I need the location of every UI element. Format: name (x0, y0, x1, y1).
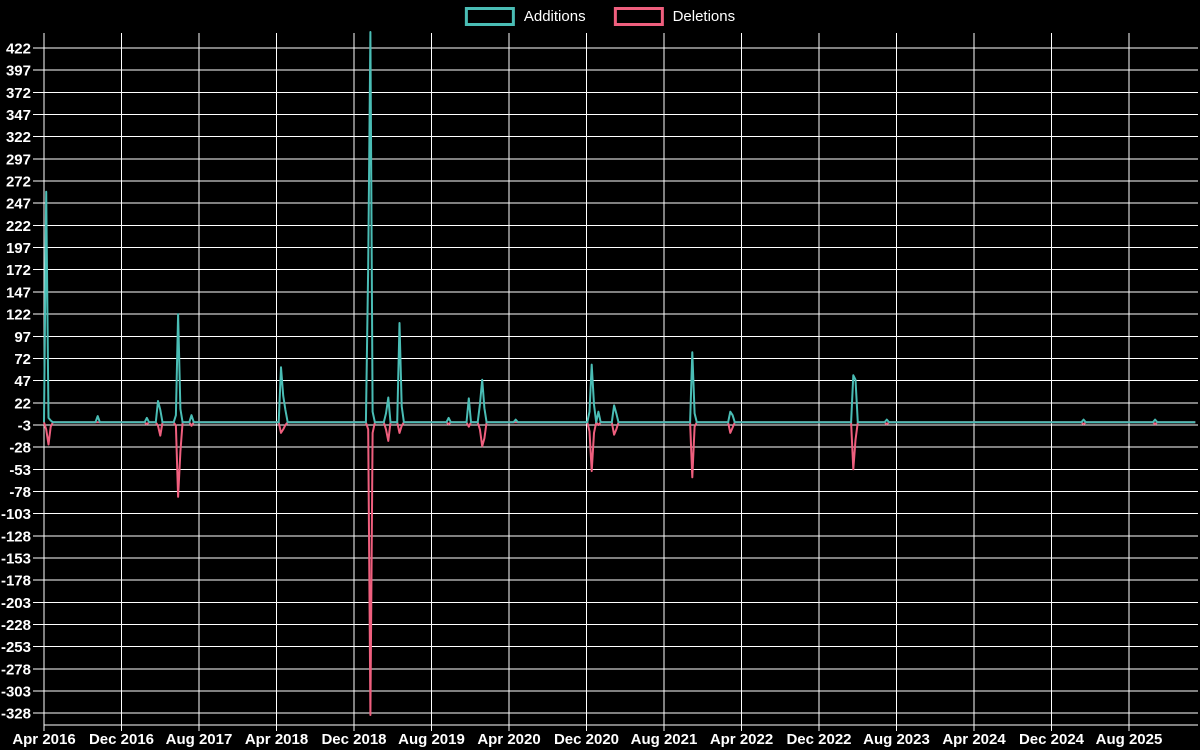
y-tick-label: 122 (6, 307, 31, 324)
y-tick-label: -153 (1, 551, 31, 568)
y-tick-label: 422 (6, 40, 31, 57)
x-tick-label: Apr 2016 (12, 731, 75, 748)
y-tick-label: -28 (9, 440, 31, 457)
y-tick-label: 272 (6, 174, 31, 191)
deletions-line (43, 421, 1196, 716)
y-tick-label: -228 (1, 617, 31, 634)
y-tick-label: 222 (6, 218, 31, 235)
y-tick-label: -178 (1, 573, 31, 590)
y-tick-label: -328 (1, 706, 31, 723)
x-tick-label: Aug 2023 (863, 731, 930, 748)
x-tick-label: Apr 2022 (710, 731, 773, 748)
y-tick-label: 372 (6, 85, 31, 102)
x-tick-label: Apr 2020 (477, 731, 540, 748)
y-tick-label: 72 (14, 351, 31, 368)
y-tick-label: 297 (6, 151, 31, 168)
y-tick-label: 47 (14, 373, 31, 390)
y-tick-label: -278 (1, 661, 31, 678)
tick-labels: 422 397 372 347 322 297 272 247 222 197 172 147 122 9… (1, 40, 1162, 748)
y-tick-label: 147 (6, 284, 31, 301)
additions-line (43, 31, 1196, 424)
y-tick-label: 322 (6, 129, 31, 146)
legend-item-deletions[interactable]: Deletions (613, 7, 736, 26)
x-tick-label: Aug 2019 (398, 731, 465, 748)
x-tick-label: Dec 2020 (554, 731, 619, 748)
x-tick-label: Dec 2016 (89, 731, 154, 748)
deletions-swatch (613, 7, 664, 26)
gridlines (33, 33, 1198, 731)
y-tick-label: -78 (9, 484, 31, 501)
x-tick-label: Apr 2018 (245, 731, 308, 748)
x-tick-label: Aug 2017 (166, 731, 233, 748)
y-tick-label: -103 (1, 506, 31, 523)
x-tick-label: Dec 2022 (786, 731, 851, 748)
legend-label-deletions: Deletions (672, 8, 736, 25)
y-tick-label: 97 (14, 329, 31, 346)
x-tick-label: Dec 2024 (1019, 731, 1085, 748)
legend-label-additions: Additions (523, 8, 586, 25)
y-tick-label: -53 (9, 462, 31, 479)
y-tick-label: 347 (6, 107, 31, 124)
additions-swatch (464, 7, 515, 26)
y-tick-label: -203 (1, 595, 31, 612)
y-tick-label: -303 (1, 684, 31, 701)
x-tick-label: Aug 2025 (1096, 731, 1163, 748)
y-tick-label: 247 (6, 196, 31, 213)
y-tick-label: 197 (6, 240, 31, 257)
legend-item-additions[interactable]: Additions (464, 7, 586, 26)
x-tick-label: Aug 2021 (631, 731, 698, 748)
y-tick-label: -253 (1, 639, 31, 656)
y-tick-label: -3 (18, 417, 31, 434)
y-tick-label: 22 (14, 395, 31, 412)
y-tick-label: -128 (1, 528, 31, 545)
x-tick-label: Dec 2018 (321, 731, 386, 748)
y-tick-label: 172 (6, 262, 31, 279)
chart-legend: Additions Deletions (464, 7, 736, 26)
x-tick-label: Apr 2024 (942, 731, 1006, 748)
y-tick-label: 397 (6, 63, 31, 80)
